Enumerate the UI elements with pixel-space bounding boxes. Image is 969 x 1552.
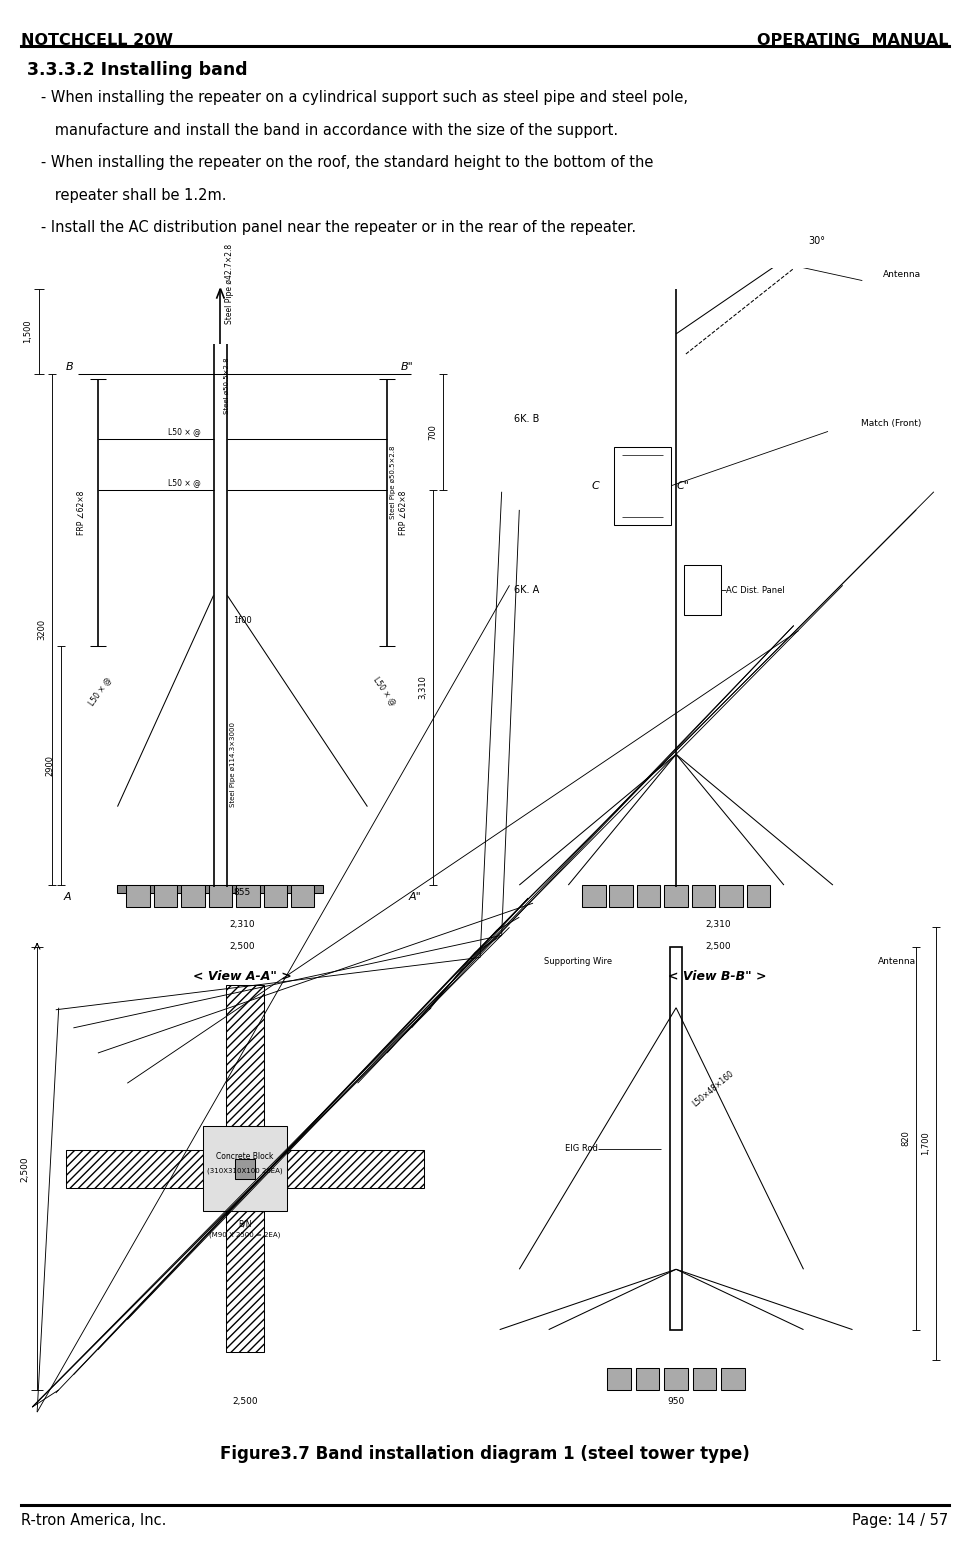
- Bar: [203, 1125, 286, 1212]
- Text: AC Dist. Panel: AC Dist. Panel: [726, 585, 784, 594]
- Text: FRP ∠62×8: FRP ∠62×8: [398, 490, 407, 534]
- Bar: [609, 885, 633, 908]
- Bar: [291, 885, 314, 908]
- Text: Match (Front): Match (Front): [860, 419, 921, 428]
- Bar: [670, 947, 681, 1330]
- Text: A: A: [64, 892, 71, 902]
- Bar: [126, 885, 149, 908]
- Bar: [637, 885, 660, 908]
- Text: 3.3.3.2 Installing band: 3.3.3.2 Installing band: [27, 61, 247, 79]
- Bar: [720, 1367, 744, 1391]
- Text: 1,700: 1,700: [920, 1131, 929, 1155]
- Text: L50 × @: L50 × @: [168, 427, 201, 436]
- Text: Antenna: Antenna: [877, 958, 916, 967]
- Text: A": A": [408, 892, 421, 902]
- Text: repeater shall be 1.2m.: repeater shall be 1.2m.: [27, 188, 227, 203]
- Text: 855: 855: [234, 888, 251, 897]
- Text: 2,500: 2,500: [232, 1397, 258, 1406]
- Text: 1f00: 1f00: [233, 616, 252, 624]
- Bar: [664, 1367, 687, 1391]
- Text: L50 × @: L50 × @: [86, 675, 112, 706]
- Text: Steel Pipe ø42.7×2.8: Steel Pipe ø42.7×2.8: [225, 244, 234, 324]
- Text: - Install the AC distribution panel near the repeater or in the rear of the repe: - Install the AC distribution panel near…: [27, 220, 636, 236]
- Text: C": C": [675, 481, 688, 490]
- Text: OPERATING  MANUAL: OPERATING MANUAL: [757, 33, 948, 48]
- Text: NOTCHCELL 20W: NOTCHCELL 20W: [21, 33, 173, 48]
- Text: 6K. A: 6K. A: [514, 585, 539, 596]
- Text: manufacture and install the band in accordance with the size of the support.: manufacture and install the band in acco…: [27, 123, 617, 138]
- Text: Steel Pipe ø114.3×3000: Steel Pipe ø114.3×3000: [230, 722, 236, 807]
- Bar: [235, 885, 260, 908]
- Text: < View A-A" >: < View A-A" >: [193, 970, 292, 982]
- Text: R-tron America, Inc.: R-tron America, Inc.: [21, 1513, 167, 1529]
- Bar: [66, 1150, 203, 1187]
- Text: EIG Rod: EIG Rod: [564, 1144, 597, 1153]
- Text: 700: 700: [427, 424, 436, 439]
- Text: Supporting Wire: Supporting Wire: [544, 958, 611, 967]
- Bar: [234, 1159, 255, 1180]
- Text: 3,310: 3,310: [418, 675, 426, 700]
- Text: B: B: [66, 362, 73, 372]
- Text: (310X310X100 2SEA): (310X310X100 2SEA): [206, 1167, 282, 1173]
- Text: 2,310: 2,310: [704, 920, 730, 930]
- Text: Steel ø50.5×2.8: Steel ø50.5×2.8: [223, 357, 229, 414]
- Text: (M90 X 2500 = 2EA): (M90 X 2500 = 2EA): [209, 1232, 280, 1238]
- Text: L50 × @: L50 × @: [168, 478, 201, 487]
- Text: 2,310: 2,310: [230, 920, 255, 930]
- Text: 2,500: 2,500: [20, 1156, 29, 1181]
- Bar: [154, 885, 177, 908]
- Bar: [664, 885, 687, 908]
- Text: < View B-B" >: < View B-B" >: [668, 970, 766, 982]
- Bar: [226, 986, 264, 1125]
- Bar: [226, 1212, 264, 1352]
- Text: 2,500: 2,500: [230, 942, 255, 951]
- Bar: [181, 885, 204, 908]
- Bar: [746, 885, 769, 908]
- Text: 950: 950: [667, 1397, 684, 1406]
- Bar: [117, 885, 323, 892]
- Text: 2,500: 2,500: [704, 942, 730, 951]
- Text: Steel Pipe ø50.5×2.8: Steel Pipe ø50.5×2.8: [390, 445, 395, 518]
- Text: L50×48×160: L50×48×160: [690, 1069, 735, 1108]
- Bar: [607, 1367, 631, 1391]
- Bar: [286, 1150, 423, 1187]
- Bar: [691, 885, 714, 908]
- Bar: [683, 565, 720, 616]
- Text: FRP ∠62×8: FRP ∠62×8: [78, 490, 86, 534]
- Text: 2900: 2900: [46, 754, 54, 776]
- Text: 1,500: 1,500: [23, 320, 32, 343]
- Text: 820: 820: [900, 1130, 909, 1147]
- Bar: [636, 1367, 659, 1391]
- Text: B": B": [400, 362, 413, 372]
- Bar: [208, 885, 232, 908]
- Text: 30°: 30°: [807, 236, 825, 247]
- Text: B/N: B/N: [238, 1220, 251, 1229]
- Text: - When installing the repeater on a cylindrical support such as steel pipe and s: - When installing the repeater on a cyli…: [27, 90, 687, 106]
- Text: - When installing the repeater on the roof, the standard height to the bottom of: - When installing the repeater on the ro…: [27, 155, 653, 171]
- Bar: [264, 885, 287, 908]
- Text: L50 × @: L50 × @: [372, 675, 398, 706]
- Bar: [613, 447, 671, 525]
- Text: 3200: 3200: [37, 619, 46, 639]
- Text: Concrete Block: Concrete Block: [216, 1152, 273, 1161]
- Text: Antenna: Antenna: [882, 270, 921, 278]
- Text: Page: 14 / 57: Page: 14 / 57: [852, 1513, 948, 1529]
- Bar: [692, 1367, 715, 1391]
- Text: 6K. B: 6K. B: [514, 414, 539, 424]
- Text: C: C: [591, 481, 599, 490]
- Text: Figure3.7 Band installation diagram 1 (steel tower type): Figure3.7 Band installation diagram 1 (s…: [220, 1445, 749, 1464]
- Bar: [718, 885, 742, 908]
- Bar: [581, 885, 605, 908]
